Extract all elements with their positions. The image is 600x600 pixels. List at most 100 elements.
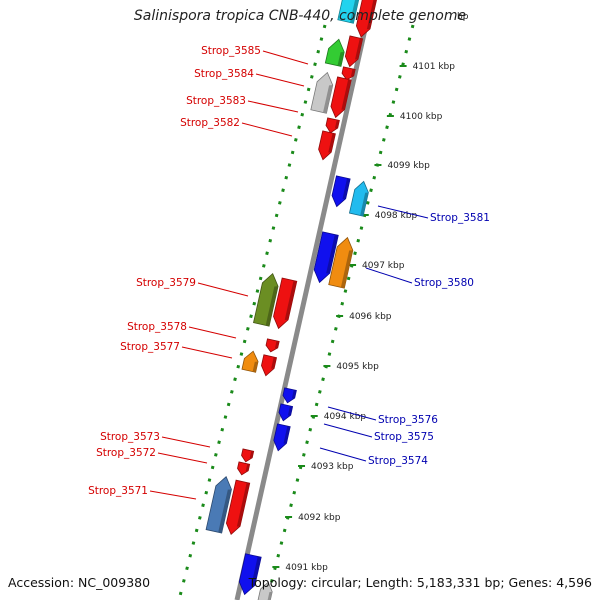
accession-label: Accession: NC_009380 (8, 575, 151, 590)
gene-arrow-body (237, 461, 251, 476)
tick-label: 4099 kbp (387, 161, 430, 171)
gene-arrow-shade (349, 0, 360, 24)
gene-arrow-shade (245, 463, 250, 472)
gene-arrow (273, 277, 298, 330)
gene-arrow-body (318, 130, 336, 161)
gene-arrow-shade (326, 234, 339, 274)
gene-arrow (313, 231, 339, 284)
gene-arrow-shade (249, 450, 254, 459)
tick-label: 4092 kbp (298, 513, 341, 523)
label-leader-line (365, 267, 413, 284)
gene-arrow-shade (251, 556, 262, 586)
gene-label-left: Strop_3585 (201, 45, 261, 57)
gene-arrow-shade (341, 79, 352, 110)
gene-label-left: Strop_3584 (194, 68, 254, 80)
left-dotted-line (177, 24, 327, 600)
gene-arrow (237, 461, 251, 476)
gene-arrow-shade (366, 0, 378, 30)
label-leader-line (149, 490, 197, 500)
gene-arrow (273, 423, 291, 452)
tick-label-fragment: bp (457, 12, 469, 22)
tick-label: 4096 kbp (349, 312, 392, 322)
gene-arrow-body (325, 117, 340, 134)
label-leader-line (262, 50, 309, 65)
gene-arrow-body (341, 66, 356, 81)
gene-arrow-shade (340, 250, 353, 289)
topology-label: Topology: circular; Length: 5,183,331 bp… (248, 575, 592, 590)
gene-arrow (328, 236, 354, 289)
gene-arrow-shade (284, 280, 297, 321)
gene-arrow-body (313, 231, 339, 284)
gene-label-left: Strop_3572 (96, 447, 156, 459)
label-leader-line (188, 326, 237, 339)
label-leader-line (377, 205, 429, 219)
gene-arrow (325, 117, 340, 134)
gene-arrow (278, 403, 294, 422)
gene-label-left: Strop_3571 (88, 485, 148, 497)
gene-arrow-shade (218, 489, 232, 534)
tick-label: 4098 kbp (375, 211, 418, 221)
label-leader-line (323, 423, 373, 438)
gene-arrow-shade (322, 85, 333, 114)
gene-arrow-shade (337, 51, 345, 67)
label-leader-line (161, 436, 211, 448)
gene-arrow (205, 476, 232, 534)
gene-arrow-shade (236, 482, 250, 527)
gene-arrow (330, 76, 352, 119)
label-leader-line (327, 406, 377, 421)
tick-label: 4101 kbp (413, 62, 456, 72)
gene-label-left: Strop_3577 (120, 341, 180, 353)
backbone-line (234, 19, 370, 600)
gene-arrow (337, 0, 361, 24)
map-title: Salinispora tropica CNB-440, complete ge… (133, 8, 467, 24)
gene-arrow-body (273, 423, 291, 452)
gene-arrow-shade (355, 38, 363, 60)
gene-arrow (241, 448, 255, 463)
gene-arrow-shade (342, 178, 351, 199)
gene-arrow-shade (283, 426, 291, 444)
gene-arrow-shade (265, 286, 279, 327)
gene-arrow-body (241, 350, 259, 373)
gene-arrow-body (205, 476, 232, 534)
gene-arrow-body (241, 448, 255, 463)
gene-arrow (310, 71, 334, 114)
label-leader-line (197, 282, 249, 297)
gene-arrow-body (265, 338, 280, 353)
gene-arrow-body (355, 0, 379, 38)
label-leader-line (157, 452, 208, 464)
tick-label: 4094 kbp (324, 412, 367, 422)
gene-arrow (318, 130, 336, 161)
gene-arrow-body (261, 354, 278, 377)
gene-arrow (253, 272, 279, 327)
gene-arrow (355, 0, 379, 38)
gene-label-left: Strop_3573 (100, 431, 160, 443)
gene-label-right: Strop_3580 (414, 277, 474, 289)
gene-arrow-body (344, 35, 364, 68)
gene-arrow-body (348, 180, 369, 217)
gene-arrow (241, 350, 259, 373)
gene-arrow-shade (334, 119, 340, 129)
gene-label-right: Strop_3576 (378, 414, 438, 426)
tick-label: 4091 kbp (285, 563, 328, 573)
gene-arrow (324, 38, 345, 67)
gene-arrow (225, 479, 251, 536)
gene-arrow-shade (350, 68, 356, 77)
gene-arrow (257, 581, 273, 600)
gene-arrow (331, 175, 351, 208)
gene-arrow (265, 338, 280, 353)
right-dotted-line (265, 24, 415, 600)
label-leader-line (181, 346, 233, 359)
gene-arrow (348, 180, 369, 217)
tick-label: 4095 kbp (336, 362, 379, 372)
gene-label-left: Strop_3578 (127, 321, 187, 333)
gene-label-right: Strop_3581 (430, 212, 490, 224)
gene-arrow-shade (328, 133, 336, 153)
gene-arrow-body (225, 479, 251, 536)
gene-arrow-shade (287, 405, 293, 416)
gene-arrow (344, 35, 364, 68)
gene-label-left: Strop_3583 (186, 95, 246, 107)
gene-label-right: Strop_3575 (374, 431, 434, 443)
label-leader-line (319, 447, 367, 462)
